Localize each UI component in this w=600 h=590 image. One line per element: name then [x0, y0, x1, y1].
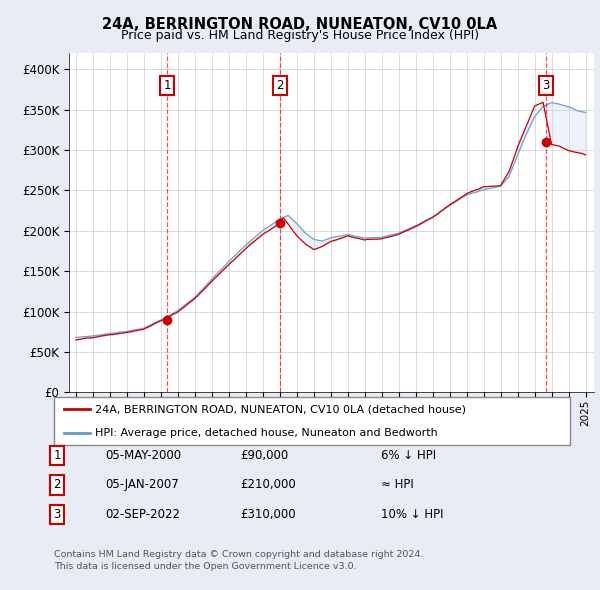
Text: £210,000: £210,000	[240, 478, 296, 491]
Text: 2: 2	[53, 478, 61, 491]
Text: 05-JAN-2007: 05-JAN-2007	[105, 478, 179, 491]
Text: £90,000: £90,000	[240, 449, 288, 462]
Text: 6% ↓ HPI: 6% ↓ HPI	[381, 449, 436, 462]
Text: £310,000: £310,000	[240, 508, 296, 521]
Text: 02-SEP-2022: 02-SEP-2022	[105, 508, 180, 521]
Text: 24A, BERRINGTON ROAD, NUNEATON, CV10 0LA: 24A, BERRINGTON ROAD, NUNEATON, CV10 0LA	[103, 17, 497, 31]
Text: ≈ HPI: ≈ HPI	[381, 478, 414, 491]
Text: Contains HM Land Registry data © Crown copyright and database right 2024.: Contains HM Land Registry data © Crown c…	[54, 550, 424, 559]
Text: 3: 3	[542, 79, 550, 92]
Text: 24A, BERRINGTON ROAD, NUNEATON, CV10 0LA (detached house): 24A, BERRINGTON ROAD, NUNEATON, CV10 0LA…	[95, 404, 466, 414]
Text: 1: 1	[53, 449, 61, 462]
Text: 05-MAY-2000: 05-MAY-2000	[105, 449, 181, 462]
Text: Price paid vs. HM Land Registry's House Price Index (HPI): Price paid vs. HM Land Registry's House …	[121, 30, 479, 42]
Text: 1: 1	[163, 79, 171, 92]
Text: 10% ↓ HPI: 10% ↓ HPI	[381, 508, 443, 521]
Text: 3: 3	[53, 508, 61, 521]
Text: HPI: Average price, detached house, Nuneaton and Bedworth: HPI: Average price, detached house, Nune…	[95, 428, 438, 438]
Text: This data is licensed under the Open Government Licence v3.0.: This data is licensed under the Open Gov…	[54, 562, 356, 571]
Text: 2: 2	[276, 79, 284, 92]
